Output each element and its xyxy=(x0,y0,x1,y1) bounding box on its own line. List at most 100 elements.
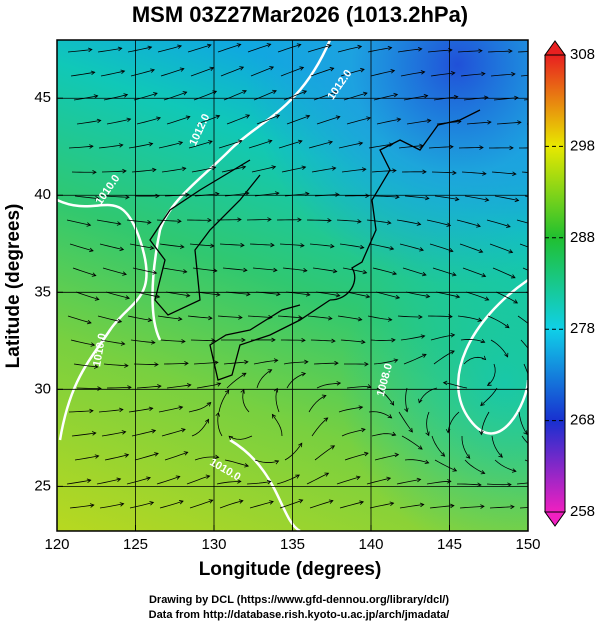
streamline xyxy=(188,140,213,149)
stream-arrow xyxy=(355,475,361,480)
stream-arrow xyxy=(327,218,332,223)
streamline xyxy=(74,195,99,200)
stream-arrow xyxy=(334,360,339,366)
stream-arrow xyxy=(209,66,215,71)
streamline xyxy=(127,315,152,321)
streamline xyxy=(251,166,276,173)
stream-arrow xyxy=(118,143,124,148)
stream-arrow xyxy=(120,341,126,346)
streamline xyxy=(72,267,96,276)
streamline xyxy=(443,382,468,389)
stream-arrow xyxy=(327,43,332,49)
streamline xyxy=(216,480,241,485)
stream-arrow xyxy=(96,118,102,124)
stream-arrow xyxy=(418,445,423,450)
stream-arrow xyxy=(125,295,130,300)
stream-arrow xyxy=(185,115,191,120)
streamline xyxy=(465,291,489,301)
streamline xyxy=(105,291,130,299)
streamline xyxy=(286,115,310,125)
streamline xyxy=(402,267,427,276)
streamline xyxy=(306,472,329,485)
stream-arrow xyxy=(208,499,214,504)
streamline xyxy=(103,363,128,367)
stream-arrow xyxy=(243,267,248,273)
stream-arrow xyxy=(331,166,337,171)
streamline xyxy=(67,315,92,324)
stream-arrow xyxy=(419,143,424,149)
stream-arrow xyxy=(269,66,275,71)
stream-arrow xyxy=(510,274,516,279)
stream-arrow xyxy=(366,116,371,121)
streamline xyxy=(489,243,513,253)
streamline xyxy=(132,267,157,274)
streamline xyxy=(338,406,363,413)
stream-arrow xyxy=(208,315,213,321)
streamline xyxy=(374,454,399,461)
stream-arrow xyxy=(514,95,519,101)
stream-arrow xyxy=(117,46,123,52)
stream-arrow xyxy=(92,170,97,175)
stream-arrow xyxy=(508,48,513,54)
isobar xyxy=(456,278,528,435)
streamline xyxy=(166,384,191,389)
stream-arrow xyxy=(523,430,528,435)
isobar xyxy=(229,438,301,531)
stream-arrow xyxy=(93,94,99,99)
streamline xyxy=(221,166,246,173)
streamline xyxy=(226,372,247,389)
stream-arrow xyxy=(157,384,162,389)
stream-arrow xyxy=(273,267,278,273)
streamline xyxy=(463,96,488,101)
stream-arrow xyxy=(297,139,303,145)
stream-arrow xyxy=(206,43,212,49)
stream-arrow xyxy=(512,171,517,177)
stream-arrow xyxy=(214,360,219,365)
stream-arrow xyxy=(122,168,127,174)
streamline xyxy=(519,507,528,509)
streamline xyxy=(519,243,528,248)
streamline xyxy=(311,167,336,173)
y-tick-label: 25 xyxy=(34,477,51,494)
x-axis-label: Longitude (degrees) xyxy=(199,559,382,580)
stream-arrow xyxy=(125,194,130,200)
stream-arrow xyxy=(208,140,213,145)
streamline xyxy=(133,92,158,101)
streamline xyxy=(397,315,422,318)
stream-arrow xyxy=(270,242,275,248)
stream-arrow xyxy=(480,338,486,343)
streamline xyxy=(252,267,277,271)
streamline xyxy=(196,382,221,389)
stream-arrow xyxy=(273,358,279,363)
streamline xyxy=(226,114,250,125)
colorbar-tick-label: 268 xyxy=(570,412,595,429)
stream-arrow xyxy=(181,339,186,344)
streamline xyxy=(247,43,271,53)
stream-arrow xyxy=(420,334,426,339)
streamline xyxy=(399,243,424,251)
stream-arrow xyxy=(539,249,543,253)
stream-arrow xyxy=(389,501,395,506)
streamline xyxy=(309,500,333,509)
stream-arrow xyxy=(179,244,185,249)
streamline xyxy=(286,373,306,389)
stream-arrow xyxy=(295,474,300,479)
streamline xyxy=(134,453,159,461)
streamline xyxy=(372,267,397,275)
stream-arrow xyxy=(184,361,189,366)
streamline xyxy=(400,335,425,341)
stream-arrow xyxy=(390,68,396,74)
stream-arrow xyxy=(532,355,536,359)
x-tick-label: 125 xyxy=(123,536,148,553)
stream-arrow xyxy=(298,442,303,448)
stream-arrow xyxy=(396,117,402,122)
stream-arrow xyxy=(450,350,455,355)
streamline xyxy=(281,166,306,173)
streamline xyxy=(494,195,519,201)
streamline xyxy=(487,50,512,53)
streamline xyxy=(164,451,188,461)
x-tick-label: 130 xyxy=(201,536,226,553)
stream-arrow xyxy=(511,468,517,473)
stream-arrow xyxy=(148,406,154,412)
streamline xyxy=(342,267,367,274)
